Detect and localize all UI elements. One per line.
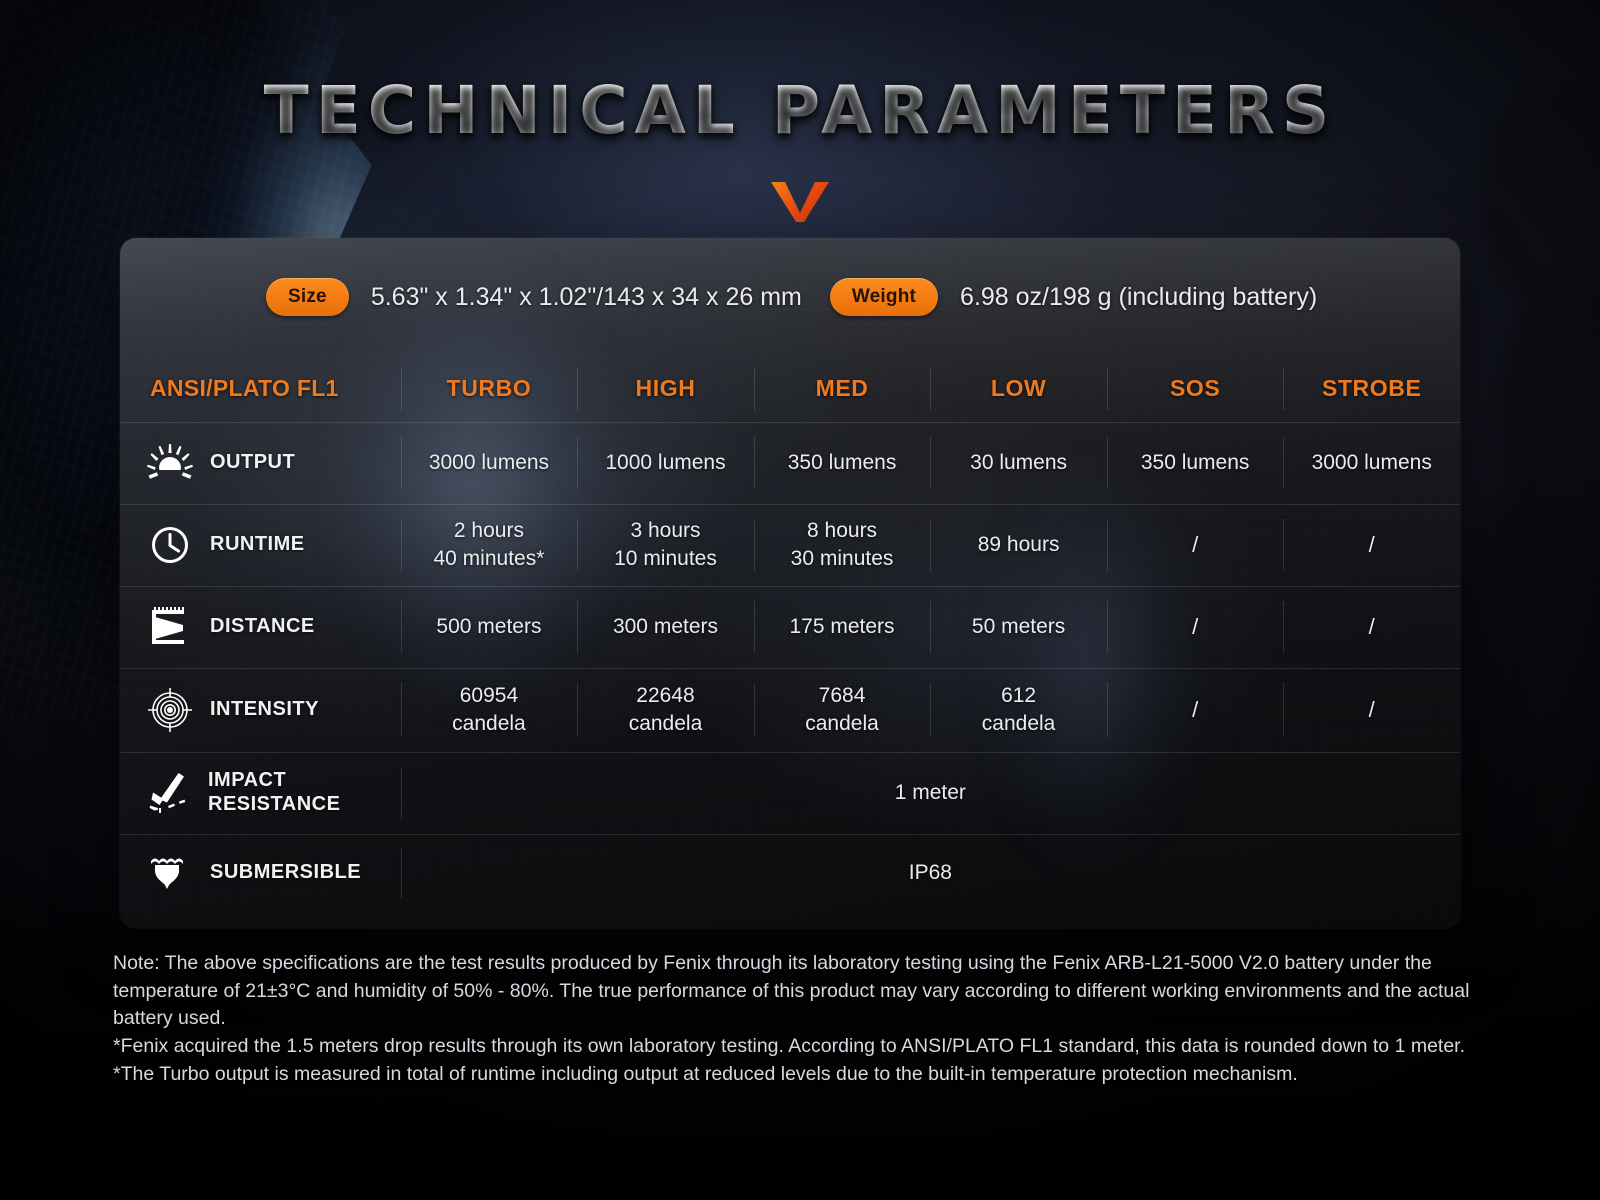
row-label-submersible-cell: SUBMERSIBLE <box>120 833 401 912</box>
row-label-impact: IMPACT RESISTANCE <box>208 769 341 815</box>
chevron-down-icon <box>769 180 831 224</box>
cell-runtime-med: 8 hours 30 minutes <box>753 503 931 586</box>
water-submersible-icon <box>144 851 196 895</box>
header-ansi-plato: ANSI/PLATO FL1 <box>150 375 339 402</box>
beam-distance-icon <box>144 605 196 649</box>
row-label-output: OUTPUT <box>210 451 296 474</box>
cell-impact-resistance-value: 1 meter <box>400 751 1460 834</box>
table-header-row: ANSI/PLATO FL1 TURBO HIGH MED LOW SOS ST… <box>120 356 1460 422</box>
cell-runtime-sos: / <box>1106 503 1284 586</box>
footer-notes: Note: The above specifications are the t… <box>113 950 1483 1088</box>
panel-sheen <box>120 238 1460 438</box>
header-mode-low: LOW <box>930 356 1107 422</box>
row-label-distance: DISTANCE <box>210 615 315 638</box>
specifications-table: ANSI/PLATO FL1 TURBO HIGH MED LOW SOS ST… <box>120 356 1460 912</box>
cell-intensity-turbo: 60954 candela <box>400 667 578 752</box>
cell-distance-strobe: / <box>1283 585 1460 668</box>
row-label-distance-cell: DISTANCE <box>120 585 401 668</box>
table-row-distance: DISTANCE 500 meters 300 meters 175 meter… <box>120 585 1460 668</box>
cell-intensity-low: 612 candela <box>930 667 1107 752</box>
drop-impact-icon <box>144 771 196 815</box>
note-line-1: Note: The above specifications are the t… <box>113 952 1470 1030</box>
cell-runtime-high: 3 hours 10 minutes <box>577 503 754 586</box>
cell-submersible-value: IP68 <box>400 833 1460 912</box>
table-row-impact-resistance: IMPACT RESISTANCE 1 meter <box>120 751 1460 834</box>
cell-output-low: 30 lumens <box>930 421 1107 504</box>
sunburst-icon <box>144 441 196 485</box>
cell-distance-high: 300 meters <box>577 585 754 668</box>
clock-icon <box>144 523 196 567</box>
target-icon <box>144 688 196 732</box>
cell-distance-sos: / <box>1106 585 1284 668</box>
row-label-output-cell: OUTPUT <box>120 421 401 504</box>
cell-output-turbo: 3000 lumens <box>400 421 578 504</box>
chevron-container <box>0 180 1600 226</box>
header-mode-high: HIGH <box>577 356 754 422</box>
weight-badge: Weight <box>829 278 939 316</box>
cell-runtime-low: 89 hours <box>930 503 1107 586</box>
size-value: 5.63" x 1.34" x 1.02"/143 x 34 x 26 mm <box>370 282 802 311</box>
cell-output-sos: 350 lumens <box>1106 421 1284 504</box>
table-row-runtime: RUNTIME 2 hours 40 minutes* 3 hours 10 m… <box>120 503 1460 586</box>
row-label-runtime: RUNTIME <box>210 533 305 556</box>
cell-output-high: 1000 lumens <box>577 421 754 504</box>
page-title: TECHNICAL PARAMETERS <box>263 72 1337 149</box>
cell-output-med: 350 lumens <box>753 421 931 504</box>
header-mode-med: MED <box>753 356 931 422</box>
cell-runtime-turbo: 2 hours 40 minutes* <box>400 503 578 586</box>
size-weight-row: Size 5.63" x 1.34" x 1.02"/143 x 34 x 26… <box>120 238 1460 356</box>
cell-distance-med: 175 meters <box>753 585 931 668</box>
note-line-3: *The Turbo output is measured in total o… <box>113 1062 1298 1085</box>
table-row-submersible: SUBMERSIBLE IP68 <box>120 833 1460 912</box>
cell-intensity-strobe: / <box>1283 667 1460 752</box>
row-label-impact-cell: IMPACT RESISTANCE <box>120 751 401 834</box>
specs-panel: Size 5.63" x 1.34" x 1.02"/143 x 34 x 26… <box>120 238 1460 928</box>
cell-output-strobe: 3000 lumens <box>1283 421 1460 504</box>
weight-value: 6.98 oz/198 g (including battery) <box>960 282 1318 311</box>
row-label-intensity: INTENSITY <box>210 698 319 721</box>
header-mode-turbo: TURBO <box>400 356 578 422</box>
table-row-output: OUTPUT 3000 lumens 1000 lumens 350 lumen… <box>120 421 1460 504</box>
page-title-container: TECHNICAL PARAMETERS <box>0 78 1600 144</box>
cell-intensity-high: 22648 candela <box>577 667 754 752</box>
header-mode-strobe: STROBE <box>1283 356 1460 422</box>
row-label-submersible: SUBMERSIBLE <box>210 861 362 884</box>
header-mode-sos: SOS <box>1106 356 1284 422</box>
cell-runtime-strobe: / <box>1283 503 1460 586</box>
cell-intensity-med: 7684 candela <box>753 667 931 752</box>
note-line-2: *Fenix acquired the 1.5 meters drop resu… <box>113 1035 1466 1058</box>
size-badge: Size <box>266 278 349 316</box>
cell-intensity-sos: / <box>1106 667 1284 752</box>
row-label-runtime-cell: RUNTIME <box>120 503 401 586</box>
cell-distance-low: 50 meters <box>930 585 1107 668</box>
table-row-intensity: INTENSITY 60954 candela 22648 candela 76… <box>120 667 1460 752</box>
row-label-intensity-cell: INTENSITY <box>120 667 401 752</box>
cell-distance-turbo: 500 meters <box>400 585 578 668</box>
